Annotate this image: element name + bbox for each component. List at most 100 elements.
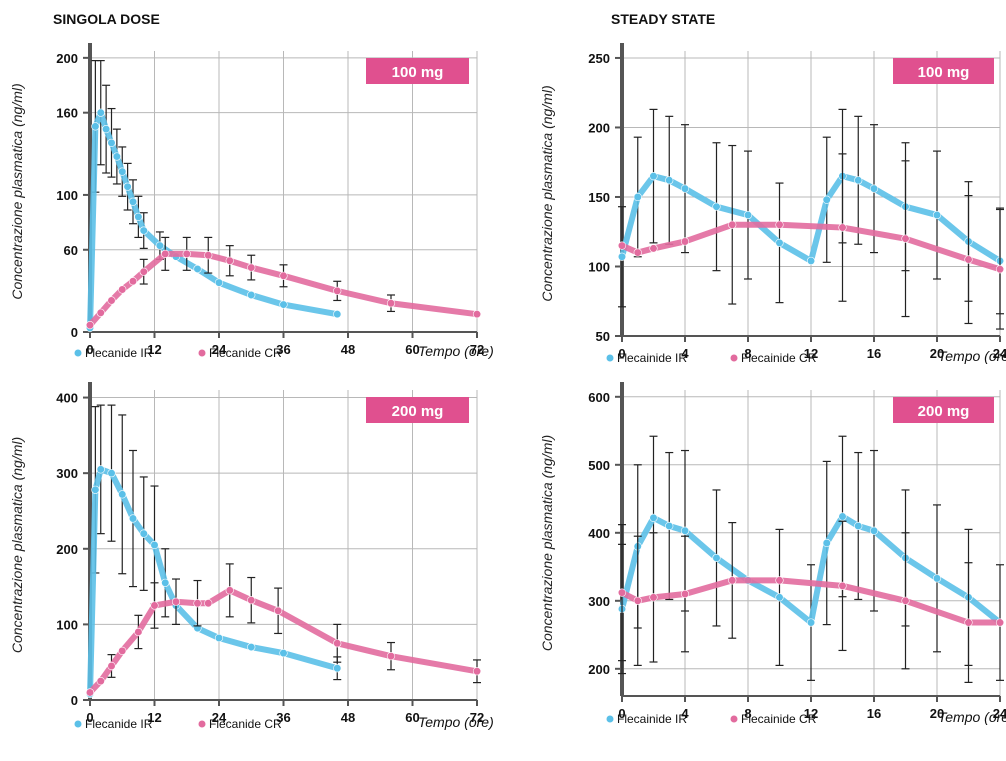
- data-point-ir: [107, 469, 116, 478]
- x-tick-label: 20: [930, 346, 944, 361]
- data-point-ir: [869, 526, 879, 535]
- y-axis-label: Concentrazione plasmatica (ng/ml): [9, 83, 25, 299]
- data-point-cr: [680, 589, 690, 599]
- data-point-ir: [193, 264, 202, 274]
- legend-label: Flecanide CR: [209, 346, 282, 360]
- chart-steady-state-100mg: 50 100 150 200 250 0 4 8 12 16 20 24 Concentrazione …: [539, 43, 1006, 365]
- dose-badge: [893, 58, 994, 84]
- data-point-ir: [665, 521, 674, 531]
- y-tick-label: 200: [588, 120, 610, 135]
- legend-label: Flecainide IR: [617, 712, 687, 726]
- x-tick-label: 60: [405, 342, 419, 357]
- legend-label: Flecainide CR: [741, 351, 817, 365]
- series-line-ir: [87, 109, 341, 331]
- x-tick-label: 0: [618, 706, 625, 721]
- data-point-cr: [274, 606, 283, 615]
- data-point-cr: [182, 249, 191, 258]
- legend-marker: [730, 715, 738, 723]
- data-point-ir: [775, 593, 784, 602]
- x-tick-label: 72: [470, 710, 484, 725]
- data-point-cr: [150, 601, 159, 610]
- data-point-cr: [161, 249, 170, 258]
- data-point-ir: [96, 465, 105, 474]
- data-point-ir: [649, 172, 658, 181]
- dose-badge: [366, 58, 469, 84]
- data-point-cr: [728, 576, 737, 585]
- data-point-cr: [139, 267, 148, 276]
- x-tick-label: 8: [744, 346, 751, 361]
- data-point-ir: [854, 176, 863, 185]
- data-point-ir: [822, 195, 831, 204]
- x-tick-label: 12: [804, 346, 818, 361]
- data-point-cr: [617, 241, 627, 250]
- data-point-cr: [247, 596, 256, 605]
- dose-badge-label: 100 mg: [392, 64, 444, 81]
- data-point-cr: [85, 688, 95, 697]
- series-line-cr: [619, 221, 1003, 273]
- data-point-ir: [854, 521, 863, 531]
- data-point-ir: [118, 490, 127, 499]
- data-point-cr: [134, 627, 143, 637]
- data-point-cr: [775, 576, 784, 585]
- y-tick-label: 0: [71, 693, 78, 708]
- data-point-cr: [995, 618, 1005, 627]
- x-tick-label: 16: [867, 346, 881, 361]
- data-point-ir: [806, 618, 816, 627]
- data-point-cr: [386, 299, 396, 308]
- dose-badge-label: 200 mg: [392, 403, 444, 420]
- x-tick-label: 36: [276, 710, 290, 725]
- series-line-ir: [87, 466, 341, 697]
- data-point-cr: [107, 296, 116, 305]
- x-tick-label: 24: [212, 342, 227, 357]
- legend-marker: [74, 720, 82, 728]
- legend-marker: [198, 349, 206, 357]
- x-tick-label: 48: [341, 710, 355, 725]
- data-point-cr: [472, 667, 482, 676]
- data-point-cr: [617, 588, 627, 597]
- data-point-cr: [247, 263, 256, 272]
- x-tick-label: 24: [212, 710, 227, 725]
- data-point-cr: [279, 271, 288, 280]
- legend-marker: [198, 720, 206, 728]
- data-point-ir: [214, 633, 224, 643]
- data-point-ir: [150, 540, 159, 550]
- data-point-cr: [649, 244, 658, 253]
- x-axis-label: Tempo (ore): [418, 714, 494, 730]
- data-point-ir: [869, 184, 879, 193]
- data-point-ir: [128, 514, 138, 523]
- data-point-cr: [193, 599, 202, 608]
- data-point-ir: [279, 649, 288, 658]
- data-point-ir: [107, 138, 116, 147]
- data-point-cr: [118, 285, 127, 294]
- y-tick-label: 160: [56, 106, 78, 121]
- data-point-cr: [838, 581, 847, 590]
- data-point-cr: [633, 596, 642, 605]
- data-point-ir: [932, 574, 942, 583]
- legend-marker: [74, 349, 82, 357]
- x-axis-label: Tempo (ore): [938, 709, 1006, 725]
- data-point-ir: [665, 176, 674, 185]
- dose-badge: [366, 397, 469, 423]
- data-point-ir: [617, 252, 627, 261]
- data-point-cr: [204, 251, 213, 260]
- y-tick-label: 150: [588, 190, 610, 205]
- data-point-cr: [225, 586, 234, 595]
- chart-single-dose-200mg: 0 100 200 300 400 0 12 24 36 48 60 72 Concentrazione…: [9, 382, 494, 731]
- x-tick-label: 72: [470, 342, 484, 357]
- y-tick-label: 60: [64, 243, 78, 258]
- data-point-ir: [161, 578, 170, 587]
- data-point-ir: [155, 241, 164, 250]
- section-title-single-dose: SINGOLA DOSE: [53, 11, 160, 27]
- y-axis-label: Concentrazione plasmatica (ng/ml): [539, 85, 555, 301]
- x-tick-label: 20: [930, 706, 944, 721]
- data-point-ir: [247, 290, 256, 300]
- x-tick-label: 0: [86, 710, 93, 725]
- data-point-cr: [171, 597, 181, 606]
- x-tick-label: 60: [405, 710, 419, 725]
- y-tick-label: 200: [56, 542, 78, 557]
- x-axis-label: Tempo (ore): [938, 348, 1006, 364]
- x-tick-label: 0: [618, 346, 625, 361]
- y-tick-label: 250: [588, 51, 610, 66]
- x-tick-label: 8: [744, 706, 751, 721]
- legend-label: Flecanide CR: [209, 717, 282, 731]
